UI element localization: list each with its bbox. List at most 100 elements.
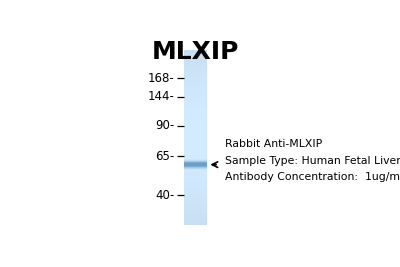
Bar bbox=[184, 115, 207, 116]
Bar bbox=[184, 142, 207, 143]
Bar bbox=[184, 133, 207, 134]
Bar bbox=[184, 103, 207, 104]
Bar bbox=[184, 61, 207, 62]
Bar bbox=[184, 199, 207, 200]
Bar bbox=[184, 206, 207, 207]
Bar bbox=[184, 124, 207, 125]
Bar bbox=[184, 166, 207, 167]
Bar bbox=[184, 64, 207, 65]
Bar bbox=[184, 173, 207, 174]
Bar bbox=[184, 132, 207, 133]
Bar bbox=[184, 54, 207, 55]
Bar bbox=[184, 69, 207, 70]
Bar bbox=[184, 161, 207, 162]
Bar bbox=[184, 121, 207, 122]
Bar bbox=[184, 111, 207, 112]
Bar bbox=[184, 75, 207, 76]
Bar bbox=[184, 144, 207, 145]
Bar bbox=[184, 142, 207, 143]
Bar bbox=[184, 77, 207, 78]
Bar bbox=[184, 67, 207, 68]
Bar bbox=[184, 209, 207, 210]
Bar bbox=[184, 159, 207, 160]
Bar bbox=[184, 100, 207, 101]
Bar bbox=[184, 149, 207, 150]
Bar bbox=[184, 215, 207, 216]
Bar bbox=[184, 109, 207, 110]
Bar bbox=[184, 163, 207, 164]
Bar bbox=[184, 205, 207, 206]
Bar bbox=[184, 186, 207, 187]
Bar bbox=[184, 136, 207, 137]
Bar bbox=[184, 100, 207, 101]
Bar bbox=[184, 92, 207, 93]
Bar bbox=[184, 195, 207, 196]
Bar bbox=[184, 192, 207, 193]
Bar bbox=[184, 65, 207, 66]
Bar bbox=[184, 164, 207, 165]
Bar bbox=[184, 183, 207, 184]
Bar bbox=[184, 128, 207, 129]
Bar bbox=[184, 140, 207, 141]
Bar bbox=[184, 52, 207, 53]
Bar bbox=[184, 184, 207, 185]
Bar bbox=[184, 91, 207, 92]
Bar bbox=[184, 182, 207, 183]
Bar bbox=[184, 104, 207, 105]
Bar bbox=[184, 152, 207, 153]
Bar bbox=[184, 55, 207, 56]
Bar bbox=[184, 122, 207, 123]
Bar bbox=[184, 201, 207, 202]
Bar bbox=[184, 210, 207, 211]
Bar bbox=[184, 173, 207, 174]
Bar bbox=[184, 98, 207, 99]
Bar bbox=[184, 151, 207, 152]
Bar bbox=[184, 199, 207, 200]
Bar bbox=[184, 99, 207, 100]
Bar bbox=[184, 193, 207, 194]
Bar bbox=[184, 175, 207, 176]
Bar bbox=[184, 165, 207, 166]
Bar bbox=[184, 159, 207, 160]
Bar bbox=[184, 94, 207, 95]
Bar bbox=[184, 161, 207, 162]
Bar bbox=[184, 119, 207, 120]
Bar bbox=[184, 58, 207, 59]
Bar bbox=[184, 127, 207, 128]
Bar bbox=[184, 50, 207, 51]
Bar bbox=[184, 223, 207, 224]
Bar bbox=[184, 181, 207, 182]
Bar bbox=[184, 167, 207, 168]
Bar bbox=[184, 208, 207, 209]
Bar bbox=[184, 178, 207, 179]
Bar bbox=[184, 168, 207, 169]
Bar bbox=[184, 71, 207, 72]
Bar bbox=[184, 214, 207, 215]
Bar bbox=[184, 110, 207, 111]
Bar bbox=[184, 146, 207, 147]
Text: MLXIP: MLXIP bbox=[152, 40, 239, 64]
Bar bbox=[184, 202, 207, 203]
Bar bbox=[184, 114, 207, 115]
Bar bbox=[184, 219, 207, 220]
Bar bbox=[184, 58, 207, 59]
Bar bbox=[184, 168, 207, 169]
Bar bbox=[184, 166, 207, 167]
Bar bbox=[184, 156, 207, 157]
Bar bbox=[184, 171, 207, 172]
Bar bbox=[184, 136, 207, 137]
Text: 144-: 144- bbox=[148, 90, 175, 103]
Bar bbox=[184, 65, 207, 66]
Bar bbox=[184, 51, 207, 52]
Bar bbox=[184, 160, 207, 161]
Bar bbox=[184, 66, 207, 67]
Bar bbox=[184, 163, 207, 164]
Bar bbox=[184, 123, 207, 124]
Bar bbox=[184, 131, 207, 132]
Bar bbox=[184, 96, 207, 97]
Bar bbox=[184, 64, 207, 65]
Bar bbox=[184, 126, 207, 127]
Bar bbox=[184, 93, 207, 94]
Bar bbox=[184, 177, 207, 178]
Bar bbox=[184, 159, 207, 160]
